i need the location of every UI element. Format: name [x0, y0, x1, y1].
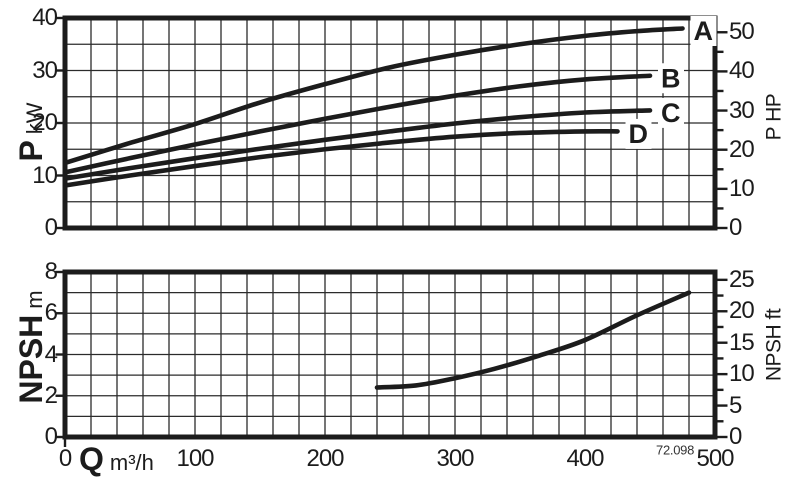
curve-label-backing	[690, 16, 717, 46]
curve-A	[62, 26, 685, 166]
y-right-tick-label: 0	[729, 214, 742, 241]
curve-label-D: D	[629, 119, 649, 149]
x-tick-label: 400	[566, 445, 604, 472]
y-left-tick-label: 30	[32, 56, 58, 84]
npsh-right-axis-title: NPSH ft	[762, 308, 786, 382]
curve-D	[62, 128, 620, 188]
curve-label-A: A	[694, 16, 714, 46]
curve-label-backing	[658, 63, 684, 94]
y-left-tick-label: 4	[44, 340, 58, 368]
plot-frame	[62, 269, 718, 440]
y-right-tick-label: 5	[729, 391, 742, 419]
x-tick-label: 200	[306, 445, 344, 472]
curve-label-C: C	[661, 98, 681, 128]
drawing-code: 72.098	[656, 442, 694, 458]
curve-label-backing	[658, 97, 684, 128]
plot-frame	[62, 15, 718, 231]
npsh-axis-symbol: NPSH	[13, 314, 49, 404]
y-left-tick-label: 6	[44, 299, 58, 327]
curve-NPSH	[374, 290, 692, 390]
y-left-tick-label: 0	[44, 423, 58, 450]
y-left-tick-label: 10	[32, 161, 58, 189]
power-right-axis-title: P HP	[762, 93, 786, 141]
y-right-tick-label: 0	[729, 423, 742, 450]
x-tick-label: 300	[436, 445, 474, 472]
npsh-ft-axis-title: NPSH ft	[762, 308, 786, 382]
curve-B	[62, 73, 653, 175]
y-left-tick-label: 40	[32, 4, 58, 31]
y-right-tick-label: 40	[729, 57, 755, 85]
x-tick-label: 0	[58, 445, 72, 472]
q-axis-symbol: Q	[79, 441, 104, 477]
y-right-tick-label: 10	[729, 174, 755, 202]
p-axis-symbol: P	[13, 140, 49, 162]
x-tick-label: 100	[176, 445, 214, 472]
y-left-tick-label: 2	[44, 381, 58, 409]
curve-label-B: B	[661, 63, 681, 93]
y-right-tick-label: 15	[729, 328, 755, 356]
npsh-axis-unit: m	[22, 290, 47, 309]
y-right-tick-label: 30	[729, 96, 755, 124]
curve-label-backing	[625, 118, 652, 149]
y-left-tick-label: 20	[32, 109, 58, 136]
curve-C	[62, 108, 653, 181]
y-left-tick-label: 0	[44, 214, 58, 241]
hp-axis-title: P HP	[762, 93, 786, 141]
y-right-tick-label: 20	[729, 297, 755, 325]
y-right-tick-label: 25	[729, 265, 755, 293]
y-left-tick-label: 8	[44, 258, 58, 285]
npsh-chart	[55, 269, 728, 447]
y-right-tick-label: 50	[729, 18, 755, 46]
npsh-left-axis-title: NPSH m	[13, 290, 49, 404]
y-right-tick-label: 20	[729, 135, 755, 163]
q-axis-unit: m³/h	[109, 450, 154, 475]
x-tick-label: 500	[696, 445, 734, 472]
y-right-tick-label: 10	[729, 360, 755, 388]
